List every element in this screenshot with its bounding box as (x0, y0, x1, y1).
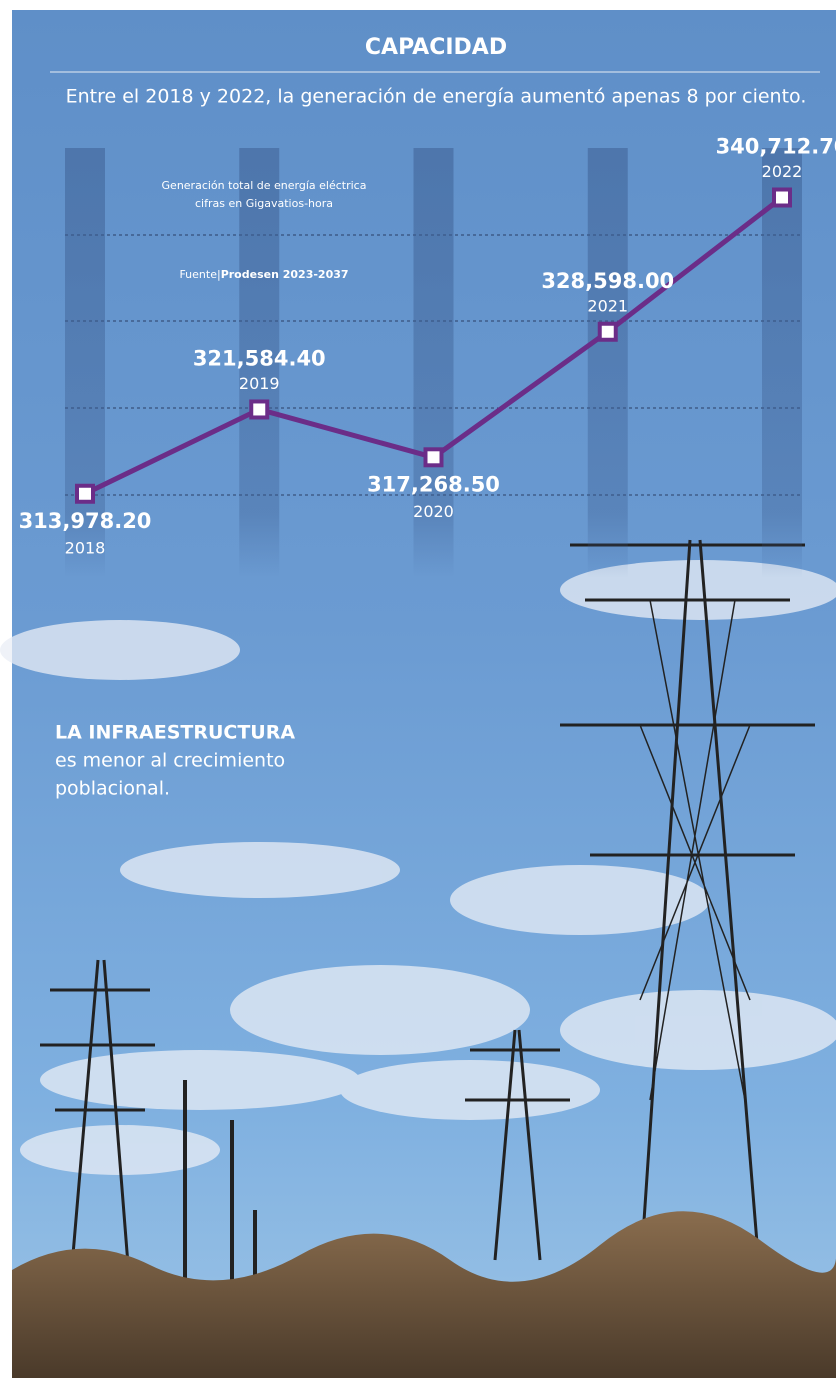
marker (774, 190, 790, 206)
year-label: 2020 (413, 502, 454, 521)
annotation-heading: LA INFRAESTRUCTURA (55, 722, 295, 744)
year-label: 2018 (65, 538, 106, 557)
year-label: 2019 (239, 374, 280, 393)
source: Fuente|Prodesen 2023-2037 (179, 268, 348, 281)
source-label: Fuente| (179, 268, 220, 281)
value-label: 317,268.50 (367, 472, 500, 496)
annotation-line: es menor al crecimiento (55, 750, 285, 772)
value-label: 340,712.70 (716, 135, 836, 159)
marker (426, 449, 442, 465)
year-label: 2021 (587, 296, 628, 315)
value-label: 328,598.00 (541, 269, 674, 293)
title: CAPACIDAD (365, 35, 507, 60)
annotation-line: poblacional. (55, 778, 170, 800)
chart: CAPACIDAD Entre el 2018 y 2022, la gener… (0, 0, 836, 1382)
source-name: Prodesen 2023-2037 (221, 268, 349, 281)
marker (251, 401, 267, 417)
year-label: 2022 (762, 162, 803, 181)
page: CAPACIDAD Entre el 2018 y 2022, la gener… (0, 0, 836, 1382)
column (762, 148, 802, 578)
value-label: 313,978.20 (19, 509, 152, 533)
subtitle: Entre el 2018 y 2022, la generación de e… (66, 86, 807, 108)
marker (600, 324, 616, 340)
note: cifras en Gigavatios-hora (195, 197, 333, 210)
column (588, 148, 628, 578)
value-label: 321,584.40 (193, 346, 326, 370)
note: Generación total de energía eléctrica (162, 179, 367, 192)
marker (77, 486, 93, 502)
